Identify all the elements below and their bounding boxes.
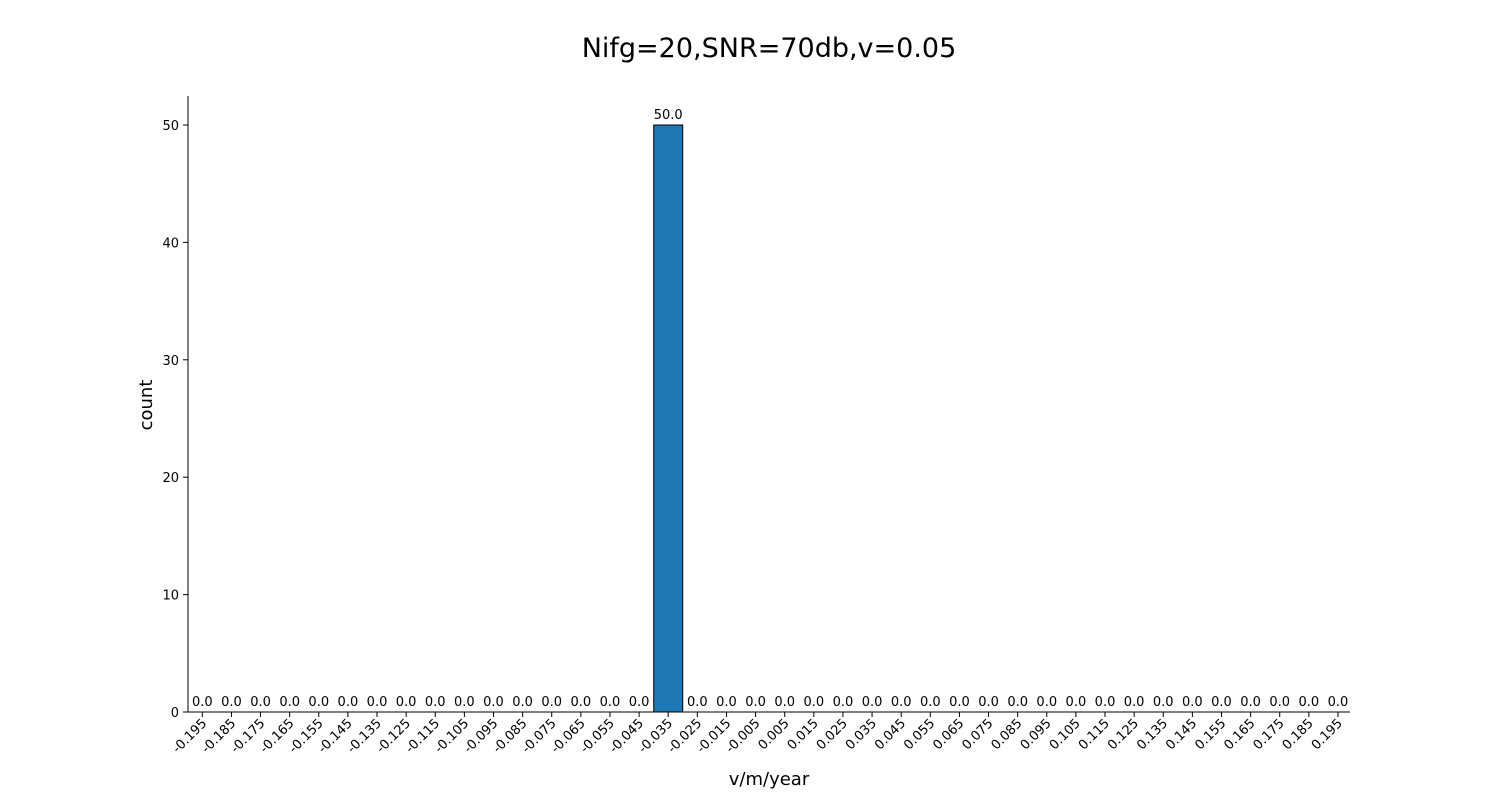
x-tick-label-0.005: 0.005 bbox=[756, 716, 793, 753]
data-label--0.035: 50.0 bbox=[654, 108, 683, 123]
data-label-0.135: 0.0 bbox=[1153, 695, 1174, 710]
data-label--0.105: 0.0 bbox=[454, 695, 475, 710]
data-label--0.165: 0.0 bbox=[279, 695, 300, 710]
data-label-0.125: 0.0 bbox=[1124, 695, 1145, 710]
data-label-0.055: 0.0 bbox=[920, 695, 941, 710]
data-label-0.145: 0.0 bbox=[1182, 695, 1203, 710]
x-tick-label-0.065: 0.065 bbox=[930, 716, 967, 753]
data-label--0.145: 0.0 bbox=[338, 695, 359, 710]
data-label-0.165: 0.0 bbox=[1240, 695, 1261, 710]
chart-title: Nifg=20,SNR=70db,v=0.05 bbox=[582, 33, 957, 64]
data-label--0.085: 0.0 bbox=[512, 695, 533, 710]
x-ticks-group: -0.195-0.185-0.175-0.165-0.155-0.145-0.1… bbox=[170, 712, 1346, 756]
x-tick-label-0.105: 0.105 bbox=[1047, 716, 1084, 753]
data-label-0.195: 0.0 bbox=[1328, 695, 1349, 710]
data-label--0.075: 0.0 bbox=[541, 695, 562, 710]
data-label-0.065: 0.0 bbox=[949, 695, 970, 710]
y-tick-label-10: 10 bbox=[162, 589, 179, 604]
data-label-0.095: 0.0 bbox=[1036, 695, 1057, 710]
data-label-0.045: 0.0 bbox=[891, 695, 912, 710]
y-tick-label-30: 30 bbox=[162, 354, 179, 369]
data-label-0.085: 0.0 bbox=[1007, 695, 1028, 710]
axes-group bbox=[187, 96, 1350, 713]
data-label--0.005: 0.0 bbox=[745, 695, 766, 710]
y-tick-label-50: 50 bbox=[162, 119, 179, 134]
x-tick-label-0.155: 0.155 bbox=[1192, 716, 1229, 753]
x-tick-label-0.075: 0.075 bbox=[959, 716, 996, 753]
x-tick-label-0.135: 0.135 bbox=[1134, 716, 1171, 753]
data-label--0.175: 0.0 bbox=[250, 695, 271, 710]
data-label-0.115: 0.0 bbox=[1095, 695, 1116, 710]
data-label--0.095: 0.0 bbox=[483, 695, 504, 710]
x-tick-label-0.195: 0.195 bbox=[1309, 716, 1346, 753]
x-tick-label-0.035: 0.035 bbox=[843, 716, 880, 753]
x-tick-label-0.085: 0.085 bbox=[989, 716, 1026, 753]
data-label--0.185: 0.0 bbox=[221, 695, 242, 710]
x-tick-label-0.165: 0.165 bbox=[1222, 716, 1259, 753]
data-label-0.025: 0.0 bbox=[833, 695, 854, 710]
data-label-0.075: 0.0 bbox=[978, 695, 999, 710]
bars-group bbox=[653, 124, 684, 713]
x-tick-label-0.115: 0.115 bbox=[1076, 716, 1113, 753]
x-tick-label-0.015: 0.015 bbox=[785, 716, 822, 753]
data-label-0.155: 0.0 bbox=[1211, 695, 1232, 710]
data-label--0.195: 0.0 bbox=[192, 695, 213, 710]
data-label--0.055: 0.0 bbox=[600, 695, 621, 710]
y-ticks-group: 0 10 20 30 40 50 bbox=[162, 119, 188, 721]
data-label--0.135: 0.0 bbox=[367, 695, 388, 710]
x-axis-label: v/m/year bbox=[729, 769, 810, 790]
x-tick-label-0.185: 0.185 bbox=[1280, 716, 1317, 753]
data-label-0.005: 0.0 bbox=[774, 695, 795, 710]
data-label--0.025: 0.0 bbox=[687, 695, 708, 710]
data-label-0.015: 0.0 bbox=[803, 695, 824, 710]
data-label--0.125: 0.0 bbox=[396, 695, 417, 710]
x-tick-label-0.095: 0.095 bbox=[1018, 716, 1055, 753]
data-label-0.105: 0.0 bbox=[1066, 695, 1087, 710]
data-label--0.015: 0.0 bbox=[716, 695, 737, 710]
x-tick-label-0.025: 0.025 bbox=[814, 716, 851, 753]
data-labels-group: 0.0 0.0 0.0 0.0 0.0 0.0 0.0 0.0 0.0 0.0 0.0 0.0 0.0 0… bbox=[192, 108, 1348, 710]
data-label--0.155: 0.0 bbox=[308, 695, 329, 710]
y-tick-label-40: 40 bbox=[162, 236, 179, 251]
x-tick-label-0.145: 0.145 bbox=[1163, 716, 1200, 753]
x-tick-label-0.125: 0.125 bbox=[1105, 716, 1142, 753]
data-label-0.185: 0.0 bbox=[1299, 695, 1320, 710]
data-label--0.065: 0.0 bbox=[571, 695, 592, 710]
y-tick-label-0: 0 bbox=[171, 706, 179, 721]
data-label-0.175: 0.0 bbox=[1269, 695, 1290, 710]
data-label--0.115: 0.0 bbox=[425, 695, 446, 710]
x-tick-label-0.175: 0.175 bbox=[1251, 716, 1288, 753]
data-label--0.045: 0.0 bbox=[629, 695, 650, 710]
y-tick-label-20: 20 bbox=[162, 471, 179, 486]
x-tick-label-0.045: 0.045 bbox=[872, 716, 909, 753]
x-tick-label-0.055: 0.055 bbox=[901, 716, 938, 753]
y-axis-label: count bbox=[136, 380, 157, 431]
bar--0.035 bbox=[653, 124, 684, 713]
data-label-0.035: 0.0 bbox=[862, 695, 883, 710]
